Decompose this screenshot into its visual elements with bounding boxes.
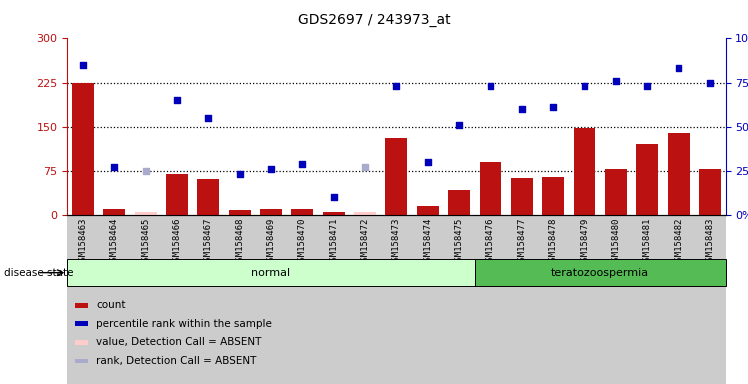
Bar (72, 83, 94, 215)
Bar (67, 259, 475, 286)
Text: rank, Detection Call = ABSENT: rank, Detection Call = ABSENT (96, 356, 257, 366)
Bar (600, 215, 631, 384)
Bar (663, 215, 694, 384)
Point (77, 62, 89, 68)
Bar (75, 321, 88, 326)
Bar (699, 169, 721, 215)
Point (485, 83, 497, 89)
Point (296, 161, 308, 167)
Bar (694, 215, 726, 384)
Bar (75, 359, 88, 363)
Bar (103, 209, 126, 215)
Bar (667, 132, 690, 215)
Bar (448, 190, 470, 215)
Bar (511, 178, 533, 215)
Point (453, 122, 465, 128)
Text: percentile rank within the sample: percentile rank within the sample (96, 319, 272, 329)
Bar (166, 174, 188, 215)
Text: teratozoospermia: teratozoospermia (551, 268, 649, 278)
Bar (318, 215, 349, 384)
Text: count: count (96, 300, 126, 310)
Bar (197, 179, 219, 215)
Point (390, 83, 402, 89)
Bar (323, 212, 345, 215)
Bar (568, 215, 600, 384)
Bar (255, 215, 286, 384)
Text: disease state: disease state (4, 268, 73, 278)
Bar (193, 215, 224, 384)
Text: GDS2697 / 243973_at: GDS2697 / 243973_at (298, 13, 450, 27)
Bar (354, 212, 376, 215)
Bar (162, 215, 193, 384)
Bar (637, 144, 658, 215)
Bar (385, 139, 408, 215)
Bar (260, 209, 282, 215)
Bar (538, 215, 568, 384)
Point (672, 65, 684, 71)
Bar (412, 215, 444, 384)
Bar (475, 259, 726, 286)
Bar (417, 206, 439, 215)
Point (140, 168, 152, 174)
Bar (605, 169, 627, 215)
Point (328, 194, 340, 200)
Bar (292, 209, 313, 215)
Bar (135, 212, 156, 215)
Bar (479, 162, 501, 215)
Bar (75, 340, 88, 345)
Bar (99, 215, 130, 384)
Bar (229, 210, 251, 215)
Bar (475, 215, 506, 384)
Bar (574, 128, 595, 215)
Bar (75, 303, 88, 308)
Point (233, 171, 245, 177)
Point (610, 78, 622, 84)
Bar (224, 215, 255, 384)
Bar (542, 177, 564, 215)
Bar (631, 215, 663, 384)
Bar (67, 215, 99, 384)
Point (108, 164, 120, 170)
Point (265, 166, 277, 172)
Text: value, Detection Call = ABSENT: value, Detection Call = ABSENT (96, 338, 262, 348)
Bar (381, 215, 412, 384)
Point (516, 106, 528, 112)
Bar (506, 215, 538, 384)
Point (641, 83, 653, 89)
Point (422, 159, 434, 165)
Bar (444, 215, 475, 384)
Bar (286, 215, 318, 384)
Text: normal: normal (251, 268, 291, 278)
Point (203, 115, 215, 121)
Point (578, 83, 590, 89)
Point (548, 104, 560, 110)
Point (704, 79, 716, 86)
Bar (130, 215, 162, 384)
Bar (349, 215, 381, 384)
Point (171, 97, 183, 103)
Point (359, 164, 371, 170)
